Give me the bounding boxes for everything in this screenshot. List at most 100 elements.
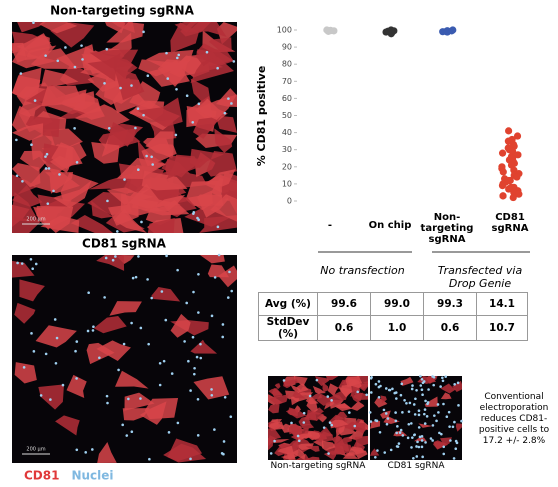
cell (41, 69, 79, 87)
nucleus (401, 411, 404, 414)
nucleus (147, 342, 150, 346)
nucleus (145, 154, 148, 158)
table-cell: 99.3 (423, 292, 477, 316)
nucleus (75, 448, 79, 452)
cell (192, 116, 222, 139)
nucleus (432, 383, 435, 387)
x-tick-label: Non-targeting sgRNA (420, 212, 474, 245)
nucleus (423, 408, 427, 411)
cell (109, 301, 142, 316)
cell (39, 22, 78, 34)
nucleus (137, 255, 140, 258)
y-tick-label: 0 (287, 197, 292, 206)
nucleus (410, 446, 413, 449)
nucleus (15, 138, 18, 142)
cell (325, 376, 339, 381)
cell (440, 392, 452, 400)
data-point (505, 127, 513, 135)
cell (440, 383, 456, 394)
nucleus (205, 50, 209, 54)
inset-note: Conventional electroporation reduces CD8… (478, 392, 550, 446)
nucleus (130, 321, 133, 325)
cell (41, 85, 83, 107)
nucleus (16, 261, 19, 265)
nucleus (330, 399, 333, 402)
cell (93, 316, 127, 334)
nucleus (451, 425, 455, 429)
cell (206, 169, 236, 187)
nucleus (221, 323, 225, 326)
nucleus (44, 352, 48, 356)
nucleus (438, 431, 441, 435)
nucleus (429, 437, 433, 440)
nucleus (382, 408, 386, 412)
nucleus (98, 356, 101, 360)
cell (106, 22, 145, 43)
y-tick-label: 80 (282, 60, 292, 69)
cell (141, 170, 188, 191)
data-point (515, 190, 523, 198)
legend-entry: Nuclei (71, 469, 113, 483)
nucleus (227, 97, 230, 100)
cell (36, 205, 74, 233)
nucleus (189, 389, 192, 392)
nucleus (401, 434, 405, 437)
cell (335, 425, 346, 437)
nucleus (193, 372, 196, 376)
nucleus (442, 452, 446, 456)
inset-caption: Non-targeting sgRNA (270, 461, 366, 471)
nucleus (193, 366, 196, 370)
cell (113, 208, 147, 233)
data-point (499, 168, 507, 176)
nucleus (378, 430, 382, 434)
nucleus (222, 440, 226, 443)
nucleus (425, 415, 429, 418)
table-cell: 99.6 (317, 292, 371, 316)
nucleus (134, 275, 138, 279)
cell (312, 385, 326, 394)
cell (49, 155, 71, 174)
cell (207, 264, 230, 278)
cell (374, 396, 388, 408)
nucleus (49, 398, 52, 401)
nucleus (416, 440, 419, 444)
data-point (384, 27, 392, 35)
nucleus (81, 58, 84, 61)
nucleus (376, 449, 379, 452)
cell (167, 438, 203, 462)
nucleus (423, 422, 427, 425)
nucleus (437, 411, 440, 414)
cell (202, 30, 236, 53)
nucleus (374, 419, 377, 422)
nucleus (196, 434, 200, 437)
nucleus (210, 393, 214, 397)
nucleus (230, 289, 234, 293)
nucleus (136, 107, 140, 110)
data-point (499, 192, 507, 200)
nucleus (384, 412, 388, 415)
nucleus (146, 74, 150, 78)
nucleus (386, 417, 390, 420)
nucleus (297, 439, 301, 443)
cell (19, 279, 45, 302)
nucleus (419, 374, 422, 378)
cell (455, 423, 462, 432)
nucleus (122, 342, 126, 346)
nucleus (165, 254, 168, 258)
nucleus (74, 349, 77, 353)
table-cell: 14.1 (476, 292, 528, 316)
cell (96, 255, 125, 271)
cell (56, 44, 97, 70)
nucleus (369, 376, 373, 380)
nucleus (166, 77, 170, 80)
nucleus (448, 425, 451, 428)
cell (214, 128, 233, 153)
nucleus (73, 127, 76, 130)
nucleus (56, 59, 60, 63)
y-tick-label: 60 (282, 94, 292, 103)
nucleus (410, 387, 414, 391)
y-tick-label: 10 (282, 179, 292, 188)
nucleus (302, 411, 306, 415)
cell (321, 440, 336, 451)
y-tick-label: 100 (277, 26, 292, 35)
